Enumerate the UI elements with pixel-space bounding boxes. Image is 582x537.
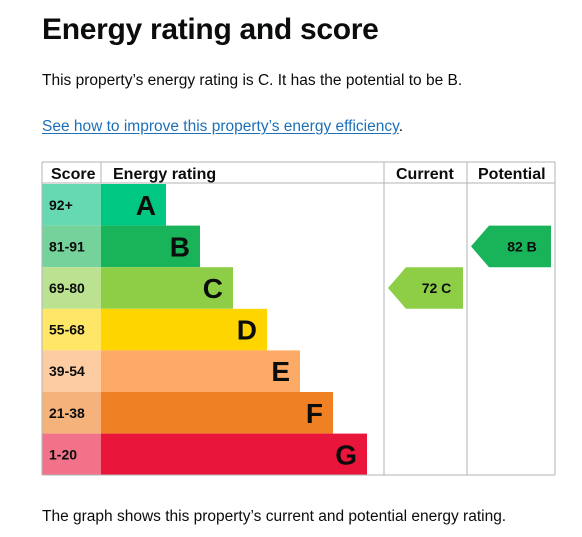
score-cell-a <box>42 184 101 226</box>
score-label-e: 39-54 <box>49 363 85 379</box>
band-bar-d <box>101 308 267 351</box>
current-header: Current <box>396 166 454 183</box>
score-label-a: 92+ <box>49 197 73 213</box>
current-rating-arrow <box>388 267 463 309</box>
energy-rating-header: Energy rating <box>113 166 216 183</box>
band-letter-e: E <box>271 356 290 387</box>
graph-caption: The graph shows this property’s current … <box>42 508 507 525</box>
band-bar-c <box>101 267 233 309</box>
band-bar-b <box>101 225 200 268</box>
band-bar-e <box>101 350 300 392</box>
band-bar-g <box>101 433 367 476</box>
band-letter-c: C <box>203 273 223 304</box>
score-cell-b <box>42 225 101 268</box>
potential-rating-label: 82 B <box>507 238 537 254</box>
improve-link-line: See how to improve this property’s energ… <box>42 117 403 137</box>
band-letter-b: B <box>170 231 190 262</box>
current-rating-label: 72 C <box>422 280 452 296</box>
band-letter-g: G <box>335 439 357 470</box>
improve-efficiency-link[interactable]: See how to improve this property’s energ… <box>42 118 399 135</box>
score-cell-c <box>42 267 101 309</box>
score-label-b: 81-91 <box>49 238 85 254</box>
score-label-c: 69-80 <box>49 280 85 296</box>
score-header: Score <box>51 166 96 183</box>
score-label-g: 1-20 <box>49 446 77 462</box>
band-bar-f <box>101 392 333 434</box>
page-title: Energy rating and score <box>42 13 379 46</box>
link-suffix: . <box>398 118 403 135</box>
band-letter-a: A <box>136 190 156 221</box>
rating-summary: This property’s energy rating is C. It h… <box>42 72 463 89</box>
score-cell-d <box>42 308 101 351</box>
score-cell-g <box>42 433 101 476</box>
potential-rating-arrow <box>471 225 551 268</box>
score-cell-f <box>42 392 101 434</box>
score-cell-e <box>42 350 101 392</box>
potential-header: Potential <box>478 166 546 183</box>
band-bar-a <box>101 184 166 226</box>
band-letter-d: D <box>237 315 257 346</box>
score-label-f: 21-38 <box>49 405 85 421</box>
score-label-d: 55-68 <box>49 322 85 338</box>
band-letter-f: F <box>306 398 323 429</box>
